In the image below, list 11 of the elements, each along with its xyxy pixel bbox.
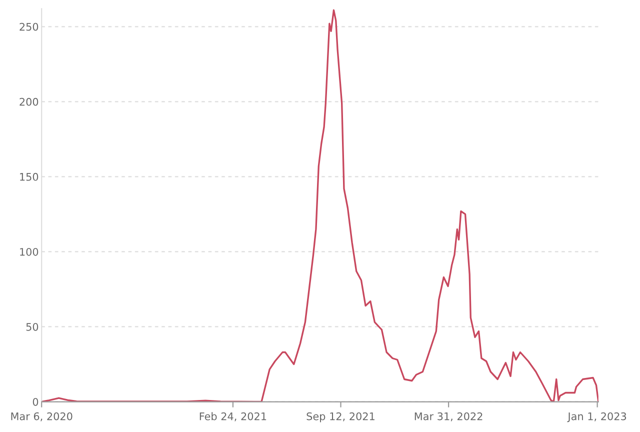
x-tick-label: Mar 6, 2020 — [11, 412, 72, 422]
y-tick-label: 50 — [26, 322, 38, 331]
y-tick-label: 150 — [20, 172, 38, 181]
x-tick-label: Feb 24, 2021 — [200, 412, 266, 422]
y-tick-label: 250 — [20, 22, 38, 31]
y-tick-label: 100 — [20, 248, 38, 256]
y-tick-label: 0 — [32, 398, 38, 406]
x-tick-label: Jan 1, 2023 — [567, 412, 626, 422]
y-tick-label: 200 — [20, 98, 38, 106]
x-tick-label: Sep 12, 2021 — [306, 412, 374, 422]
x-tick-label: Mar 31, 2022 — [414, 412, 482, 422]
